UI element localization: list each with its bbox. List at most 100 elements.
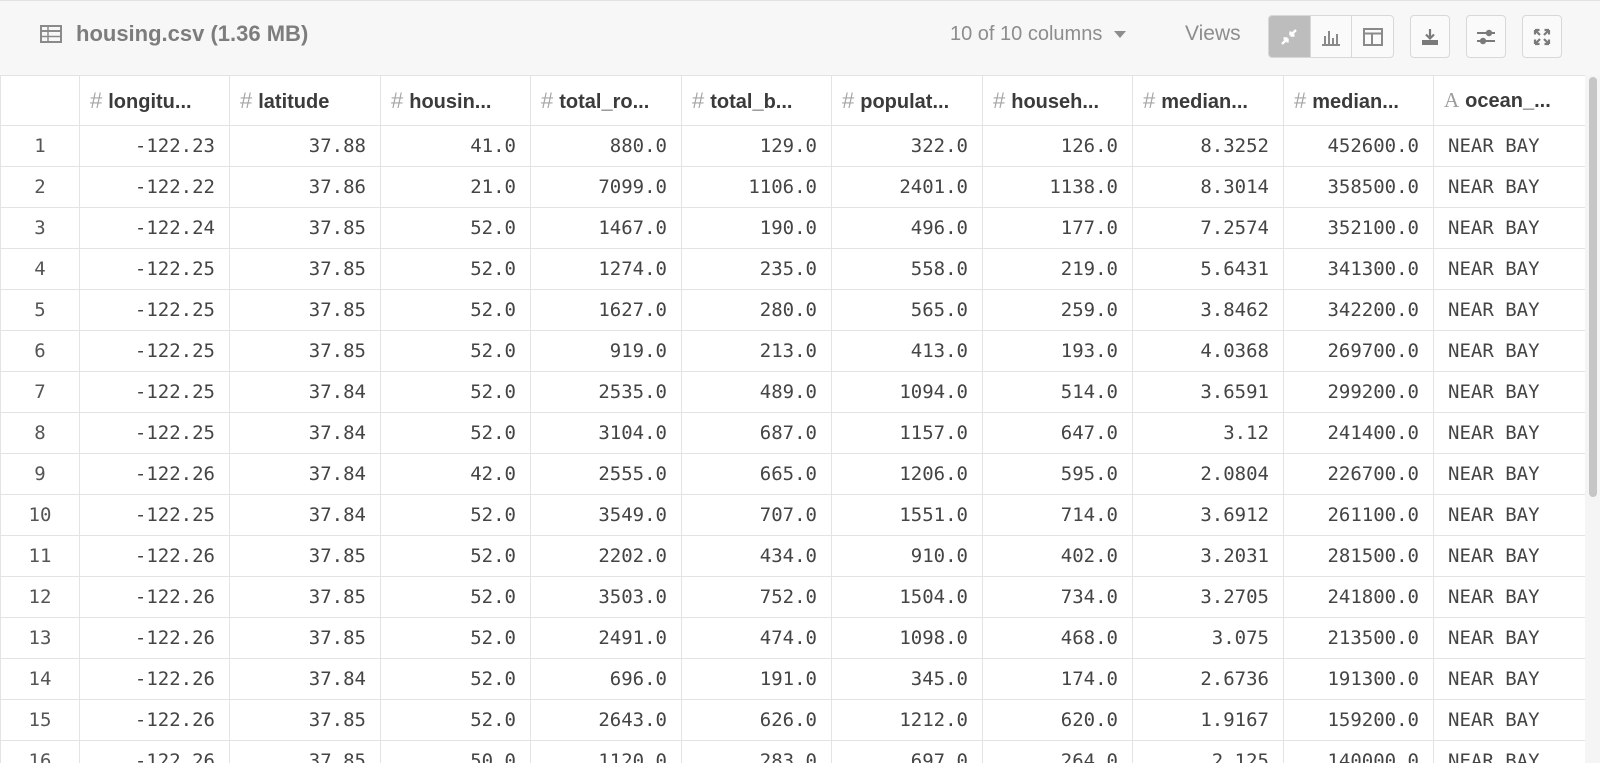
table-cell[interactable]: 41.0 xyxy=(380,125,531,167)
table-cell[interactable]: NEAR BAY xyxy=(1433,576,1585,618)
table-cell[interactable]: 352100.0 xyxy=(1283,207,1434,249)
table-cell[interactable]: NEAR BAY xyxy=(1433,494,1585,536)
column-header[interactable]: # populat... xyxy=(831,75,983,126)
table-cell[interactable]: -122.26 xyxy=(79,617,230,659)
table-cell[interactable]: 3.6912 xyxy=(1132,494,1284,536)
row-index[interactable]: 1 xyxy=(0,125,80,167)
filter-settings-button[interactable] xyxy=(1466,15,1506,58)
table-cell[interactable]: 37.85 xyxy=(229,248,381,290)
columns-dropdown[interactable]: 10 of 10 columns xyxy=(950,23,1127,46)
table-row[interactable]: 3 -122.24 37.85 52.0 1467.0 190.0 496.0 177.0 7.… xyxy=(0,207,1585,249)
column-header[interactable]: # longitu... xyxy=(79,75,230,126)
table-cell[interactable]: 1157.0 xyxy=(831,412,983,454)
table-cell[interactable]: 565.0 xyxy=(831,289,983,331)
column-header[interactable]: # total_b... xyxy=(681,75,832,126)
table-cell[interactable]: 52.0 xyxy=(380,371,531,413)
table-cell[interactable]: 280.0 xyxy=(681,289,832,331)
table-cell[interactable]: NEAR BAY xyxy=(1433,740,1585,763)
table-cell[interactable]: -122.25 xyxy=(79,330,230,372)
table-cell[interactable]: -122.25 xyxy=(79,494,230,536)
table-row[interactable]: 9 -122.26 37.84 42.0 2555.0 665.0 1206.0 595.0 2… xyxy=(0,453,1585,495)
row-index[interactable]: 13 xyxy=(0,617,80,659)
table-row[interactable]: 11 -122.26 37.85 52.0 2202.0 434.0 910.0 402.0 3… xyxy=(0,535,1585,577)
table-cell[interactable]: 174.0 xyxy=(982,658,1133,700)
table-cell[interactable]: 50.0 xyxy=(380,740,531,763)
table-cell[interactable]: -122.25 xyxy=(79,289,230,331)
table-row[interactable]: 16 -122.26 37.85 50.0 1120.0 283.0 697.0 264.0 2… xyxy=(0,740,1585,763)
table-cell[interactable]: 5.6431 xyxy=(1132,248,1284,290)
table-cell[interactable]: 37.88 xyxy=(229,125,381,167)
table-cell[interactable]: -122.22 xyxy=(79,166,230,208)
table-cell[interactable]: 226700.0 xyxy=(1283,453,1434,495)
column-chart-view-button[interactable] xyxy=(1311,16,1353,57)
row-index[interactable]: 14 xyxy=(0,658,80,700)
row-index[interactable]: 9 xyxy=(0,453,80,495)
table-cell[interactable]: 191300.0 xyxy=(1283,658,1434,700)
table-cell[interactable]: 37.85 xyxy=(229,535,381,577)
table-cell[interactable]: 919.0 xyxy=(530,330,682,372)
table-cell[interactable]: 1106.0 xyxy=(681,166,832,208)
table-cell[interactable]: 413.0 xyxy=(831,330,983,372)
table-cell[interactable]: 714.0 xyxy=(982,494,1133,536)
table-cell[interactable]: 1467.0 xyxy=(530,207,682,249)
table-cell[interactable]: -122.25 xyxy=(79,248,230,290)
table-cell[interactable]: 3.6591 xyxy=(1132,371,1284,413)
table-cell[interactable]: NEAR BAY xyxy=(1433,166,1585,208)
table-cell[interactable]: 126.0 xyxy=(982,125,1133,167)
table-cell[interactable]: 1206.0 xyxy=(831,453,983,495)
column-header[interactable]: # median... xyxy=(1132,75,1284,126)
split-view-button[interactable] xyxy=(1352,16,1393,57)
table-cell[interactable]: 696.0 xyxy=(530,658,682,700)
table-cell[interactable]: 37.85 xyxy=(229,617,381,659)
table-row[interactable]: 1 -122.23 37.88 41.0 880.0 129.0 322.0 126.0 8.3… xyxy=(0,125,1585,167)
table-cell[interactable]: 4.0368 xyxy=(1132,330,1284,372)
table-cell[interactable]: 52.0 xyxy=(380,412,531,454)
table-cell[interactable]: 52.0 xyxy=(380,289,531,331)
table-cell[interactable]: 2491.0 xyxy=(530,617,682,659)
table-cell[interactable]: 241800.0 xyxy=(1283,576,1434,618)
table-cell[interactable]: 37.84 xyxy=(229,412,381,454)
table-cell[interactable]: 52.0 xyxy=(380,207,531,249)
table-cell[interactable]: NEAR BAY xyxy=(1433,289,1585,331)
table-cell[interactable]: 7099.0 xyxy=(530,166,682,208)
column-header[interactable]: # total_ro... xyxy=(530,75,682,126)
table-row[interactable]: 15 -122.26 37.85 52.0 2643.0 626.0 1212.0 620.0… xyxy=(0,699,1585,741)
table-cell[interactable]: 489.0 xyxy=(681,371,832,413)
table-cell[interactable]: 880.0 xyxy=(530,125,682,167)
table-cell[interactable]: 37.85 xyxy=(229,699,381,741)
table-cell[interactable]: 434.0 xyxy=(681,535,832,577)
table-cell[interactable]: 910.0 xyxy=(831,535,983,577)
table-cell[interactable]: 341300.0 xyxy=(1283,248,1434,290)
table-cell[interactable]: 52.0 xyxy=(380,576,531,618)
table-cell[interactable]: -122.26 xyxy=(79,740,230,763)
table-cell[interactable]: 707.0 xyxy=(681,494,832,536)
table-cell[interactable]: 3104.0 xyxy=(530,412,682,454)
table-cell[interactable]: 235.0 xyxy=(681,248,832,290)
table-cell[interactable]: NEAR BAY xyxy=(1433,248,1585,290)
table-cell[interactable]: 1094.0 xyxy=(831,371,983,413)
table-cell[interactable]: 2.0804 xyxy=(1132,453,1284,495)
table-cell[interactable]: 299200.0 xyxy=(1283,371,1434,413)
row-index[interactable]: 12 xyxy=(0,576,80,618)
table-cell[interactable]: 37.85 xyxy=(229,330,381,372)
table-cell[interactable]: 52.0 xyxy=(380,248,531,290)
table-cell[interactable]: 1504.0 xyxy=(831,576,983,618)
table-cell[interactable]: 2535.0 xyxy=(530,371,682,413)
table-cell[interactable]: -122.26 xyxy=(79,453,230,495)
table-cell[interactable]: 1551.0 xyxy=(831,494,983,536)
table-cell[interactable]: 1212.0 xyxy=(831,699,983,741)
table-cell[interactable]: -122.25 xyxy=(79,412,230,454)
table-row[interactable]: 7 -122.25 37.84 52.0 2535.0 489.0 1094.0 514.0 3… xyxy=(0,371,1585,413)
table-cell[interactable]: 37.85 xyxy=(229,576,381,618)
table-cell[interactable]: 734.0 xyxy=(982,576,1133,618)
table-cell[interactable]: -122.26 xyxy=(79,658,230,700)
table-cell[interactable]: NEAR BAY xyxy=(1433,371,1585,413)
table-cell[interactable]: 3.2705 xyxy=(1132,576,1284,618)
table-cell[interactable]: 269700.0 xyxy=(1283,330,1434,372)
table-cell[interactable]: 213.0 xyxy=(681,330,832,372)
table-cell[interactable]: 342200.0 xyxy=(1283,289,1434,331)
column-header[interactable]: # latitude xyxy=(229,75,381,126)
table-cell[interactable]: 177.0 xyxy=(982,207,1133,249)
row-index[interactable]: 2 xyxy=(0,166,80,208)
